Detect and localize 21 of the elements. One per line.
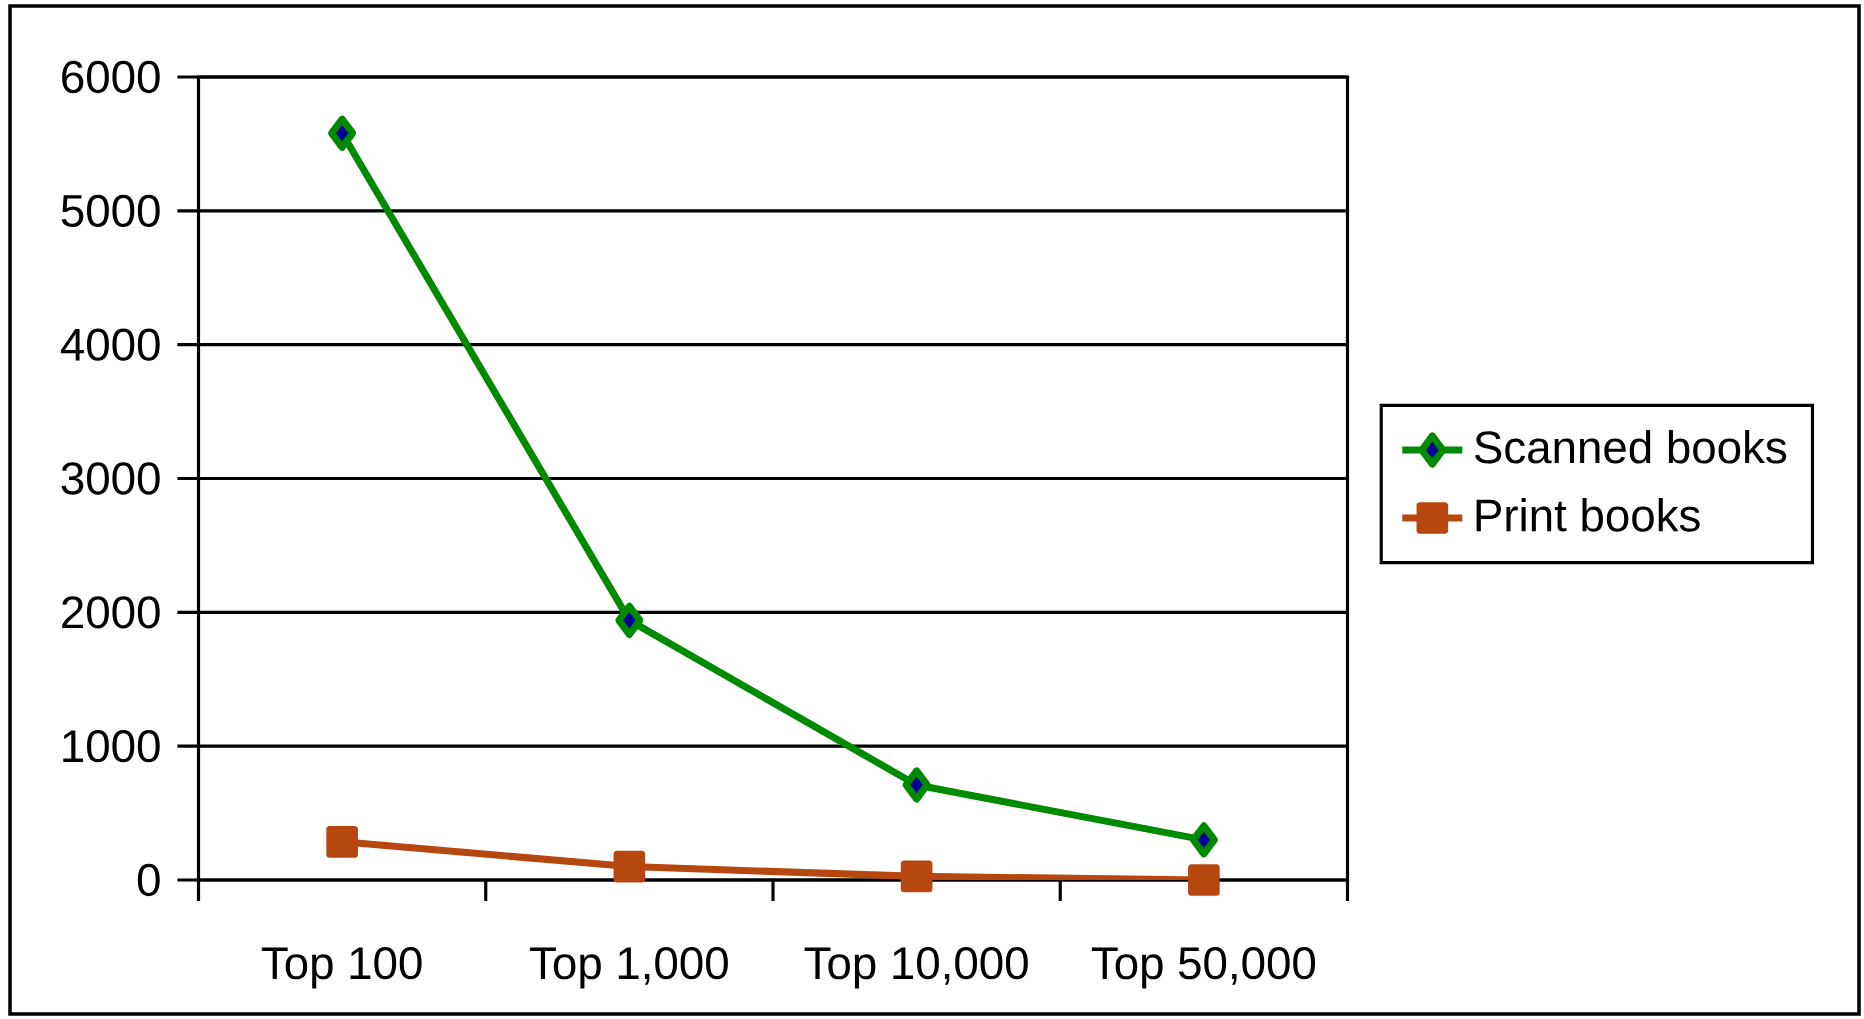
point: [615, 602, 644, 638]
y-tick-label: 4000: [60, 328, 160, 361]
y-tick-label: 3000: [61, 462, 160, 495]
point: [900, 860, 933, 893]
y-tick-label: 1000: [63, 729, 160, 763]
point: [328, 115, 357, 151]
x-tick-label: Top 10,000: [804, 946, 1028, 989]
point: [902, 767, 931, 803]
point: [1189, 822, 1218, 858]
y-tick-label: 5000: [61, 194, 160, 228]
point: [326, 826, 358, 858]
y-tick-label: 6000: [62, 60, 160, 94]
y-tick-label: 0: [137, 863, 160, 897]
point: [613, 850, 646, 883]
x-tick-label: Top 1,000: [530, 946, 728, 989]
legend-label: Print books: [1476, 498, 1700, 532]
x-tick-label: Top 100: [261, 946, 422, 989]
y-tick-label: 2000: [62, 596, 160, 629]
legend-label: Scanned books: [1474, 429, 1787, 464]
x-tick-label: Top 50,000: [1091, 946, 1316, 989]
point: [1188, 864, 1220, 896]
